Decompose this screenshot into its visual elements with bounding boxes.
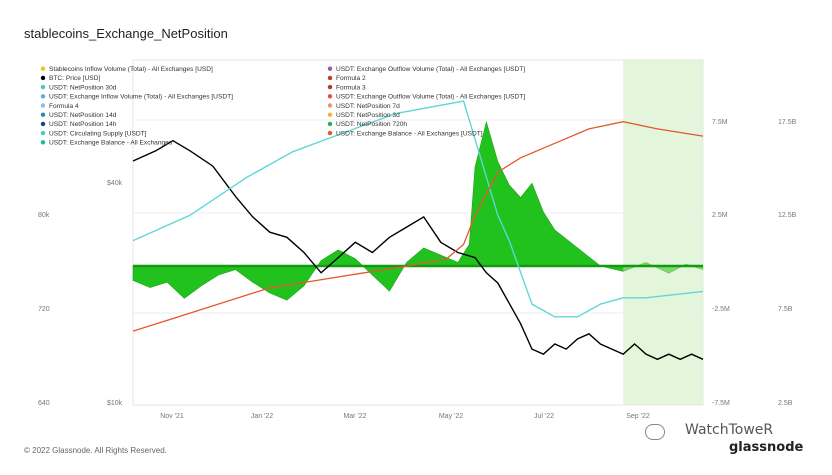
- legend-dot: [40, 75, 46, 81]
- x-tick-label: Nov '21: [160, 413, 184, 420]
- legend-dot: [327, 66, 333, 71]
- netposition-area: [132, 120, 624, 301]
- watermark-brand: WatchToweR: [685, 422, 774, 438]
- legend-label: USDT: NetPosition 3d: [336, 112, 400, 119]
- x-tick-label: May '22: [439, 413, 463, 420]
- left-outer-tick-label: 640: [38, 400, 50, 407]
- legend-label: Formula 4: [49, 103, 79, 110]
- legend-dot: [40, 112, 46, 117]
- legend-label: USDT: Circulating Supply [USDT]: [49, 130, 147, 137]
- legend-dot: [40, 140, 46, 145]
- chat-icon: [645, 424, 665, 440]
- left-inner-tick-label: $10k: [107, 400, 123, 407]
- legend-dot: [327, 75, 333, 81]
- btc-price-line: [132, 139, 704, 361]
- legend-label: USDT: Exchange Inflow Volume (Total) - A…: [49, 94, 233, 101]
- legend-dot: [40, 94, 46, 99]
- x-tick-label: Sep '22: [626, 413, 650, 420]
- legend-dot: [327, 121, 333, 127]
- left-outer-tick-label: 80k: [38, 212, 50, 219]
- legend-dot: [40, 103, 46, 108]
- glassnode-logo: glassnode: [729, 440, 804, 455]
- legend-label: USDT: NetPosition 30d: [49, 84, 117, 91]
- legend-dot: [327, 112, 333, 117]
- legend-dot: [327, 84, 333, 90]
- right-inner-tick-label: 7.5M: [712, 119, 728, 126]
- right-outer-tick-label: 17.5B: [778, 119, 797, 126]
- plot-area: [132, 59, 704, 406]
- legend-label: USDT: NetPosition 720h: [336, 121, 407, 128]
- chart-title: stablecoins_Exchange_NetPosition: [24, 26, 228, 41]
- legend-label: USDT: NetPosition 14h: [49, 121, 117, 128]
- x-tick-label: Jul '22: [534, 413, 554, 420]
- legend-dot: [40, 121, 46, 127]
- legend-dot: [327, 130, 333, 136]
- copyright-footer: © 2022 Glassnode. All Rights Reserved.: [24, 446, 167, 455]
- right-outer-tick-label: 12.5B: [778, 212, 797, 219]
- legend-label: BTC: Price [USD]: [49, 75, 100, 82]
- legend-dot: [327, 103, 333, 108]
- circulating-supply-line: [132, 100, 704, 318]
- legend-label: USDT: Exchange Balance - All Exchanges: [49, 140, 173, 147]
- right-outer-tick-label: 7.5B: [778, 306, 793, 313]
- x-tick-label: Jan '22: [251, 413, 273, 420]
- legend-label: USDT: Exchange Outflow Volume (Total) - …: [336, 66, 525, 73]
- legend-label: USDT: Exchange Outflow Volume (Total) - …: [336, 94, 525, 101]
- right-inner-tick-label: -2.5M: [712, 306, 730, 313]
- highlight-band: [623, 60, 703, 405]
- right-outer-tick-label: 2.5B: [778, 400, 793, 407]
- left-outer-tick-label: 720: [38, 306, 50, 313]
- right-inner-tick-label: -7.5M: [712, 400, 730, 407]
- legend-label: USDT: NetPosition 7d: [336, 103, 400, 110]
- legend-dot: [40, 84, 46, 90]
- plot-frame: [132, 59, 704, 406]
- legend-dot: [327, 94, 333, 99]
- right-inner-tick-label: 2.5M: [712, 212, 728, 219]
- legend-dot: [40, 130, 46, 136]
- legend-label: Formula 3: [336, 84, 366, 91]
- legend-dot: [40, 66, 46, 71]
- legend-label: USDT: Exchange Balance - All Exchanges […: [336, 130, 483, 137]
- legend-label: USDT: NetPosition 14d: [49, 112, 117, 119]
- left-inner-tick-label: $40k: [107, 180, 123, 187]
- legend-label: Formula 2: [336, 75, 366, 82]
- legend-label: Stablecoins Inflow Volume (Total) - All …: [49, 66, 213, 73]
- x-tick-label: Mar '22: [343, 413, 366, 420]
- exchange-balance-line: [132, 121, 704, 332]
